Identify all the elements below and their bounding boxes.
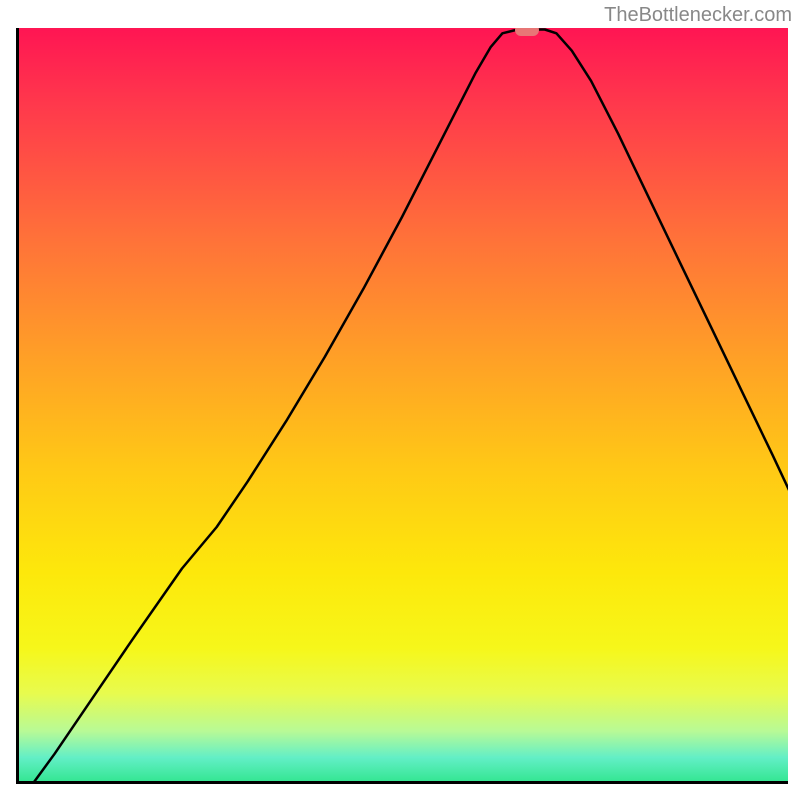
plot-area (16, 28, 788, 784)
chart-container: { "watermark": { "text": "TheBottlenecke… (0, 0, 800, 800)
bottleneck-curve (16, 28, 788, 784)
watermark-text: TheBottlenecker.com (604, 4, 792, 27)
optimal-marker (515, 28, 539, 36)
y-axis (16, 28, 19, 784)
x-axis (16, 781, 788, 784)
